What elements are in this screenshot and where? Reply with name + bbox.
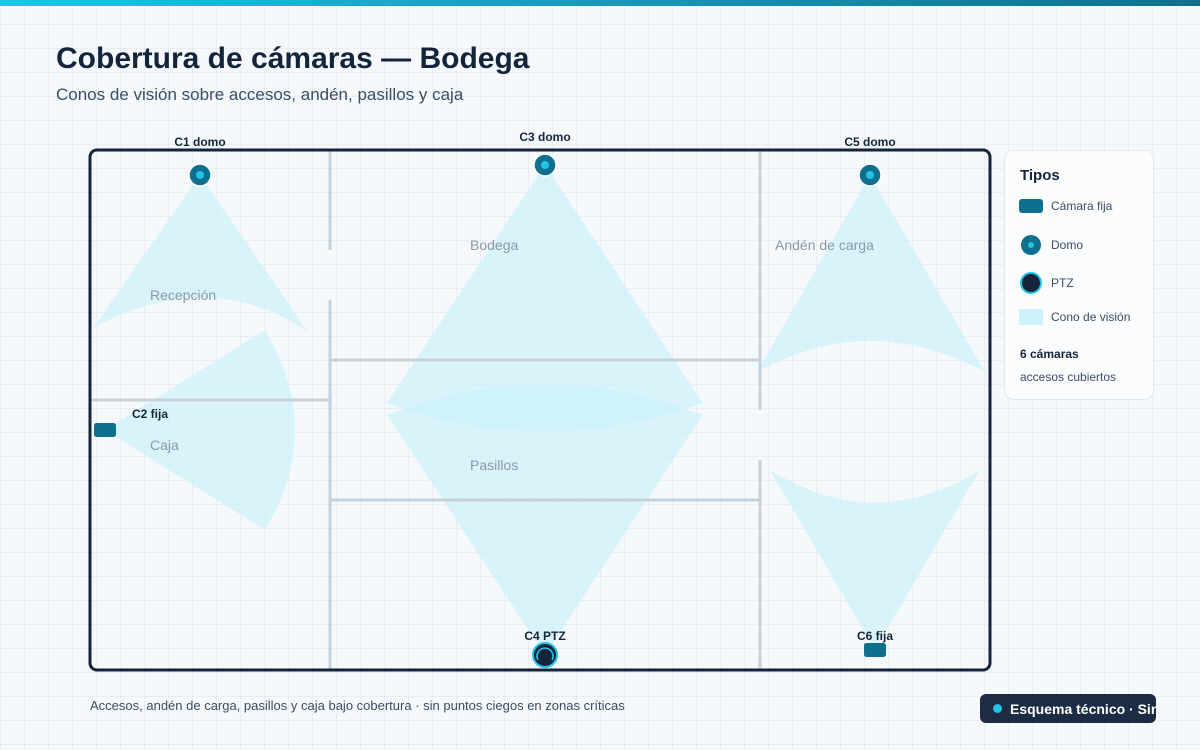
page-subtitle: Conos de visión sobre accesos, andén, pa… [56,85,464,104]
legend-item-fixed: Cámara fija [1019,194,1149,218]
legend-label-fixed: Cámara fija [1051,199,1113,213]
page-title: Cobertura de cámaras — Bodega [56,42,530,75]
camera-label-c4: C4 PTZ [524,629,565,643]
ptz-camera-icon [532,642,558,668]
vision-cone-c1 [93,175,308,332]
dome-camera-icon [1021,235,1041,255]
dome-lens-icon [866,171,874,179]
legend-title: Tipos [1020,167,1060,184]
camera-label-c2: C2 fija [132,407,168,421]
room-label-pasillos: Pasillos [470,457,518,473]
room-label-anden: Andén de carga [775,237,874,253]
badge-text: Esquema técnico · SinCodear [1010,701,1156,717]
top-accent-bar [0,0,1200,6]
vision-cone-swatch [1019,309,1043,325]
camera-count: 6 cámaras [1020,347,1079,361]
legend-label-dome: Domo [1051,238,1084,252]
legend-item-ptz: PTZ [1019,271,1149,295]
vision-cone-c5 [757,175,985,372]
camera-c1[interactable] [188,163,212,187]
fixed-camera-icon [1019,199,1043,213]
camera-c6[interactable] [864,643,886,657]
badge-dot-icon [993,704,1002,713]
room-label-bodega: Bodega [470,237,518,253]
legend-panel: Tipos Cámara fija Domo PTZ Cono de visió… [1004,150,1154,400]
dome-lens-icon [541,161,549,169]
camera-c3[interactable] [533,153,557,177]
footer-badge: Esquema técnico · SinCodear [980,694,1156,723]
room-label-recepcion: Recepción [150,287,216,303]
room-label-caja: Caja [150,437,179,453]
footer-note: Accesos, andén de carga, pasillos y caja… [90,698,625,713]
camera-label-c5: C5 domo [844,135,895,149]
legend-label-cone: Cono de visión [1051,310,1131,324]
camera-c5[interactable] [858,163,882,187]
vision-cone-c4 [387,385,703,655]
camera-c2[interactable] [94,423,116,437]
legend-item-dome: Domo [1019,233,1149,257]
outer-wall [88,148,992,672]
camera-c4[interactable] [532,642,558,668]
vision-cone-c3 [387,165,703,432]
fixed-camera-icon [864,643,886,657]
vision-cone-c2 [105,330,295,530]
camera-label-c6: C6 fija [857,629,893,643]
ptz-rotation-icon [536,647,554,661]
fixed-camera-icon [94,423,116,437]
camera-label-c1: C1 domo [174,135,225,149]
camera-label-c3: C3 domo [519,130,570,144]
ptz-camera-icon [1020,272,1042,294]
legend-item-cone: Cono de visión [1019,305,1149,329]
coverage-note: accesos cubiertos [1020,370,1117,384]
legend-label-ptz: PTZ [1051,276,1074,290]
dome-lens-icon [196,171,204,179]
vision-cone-c6 [770,470,980,650]
